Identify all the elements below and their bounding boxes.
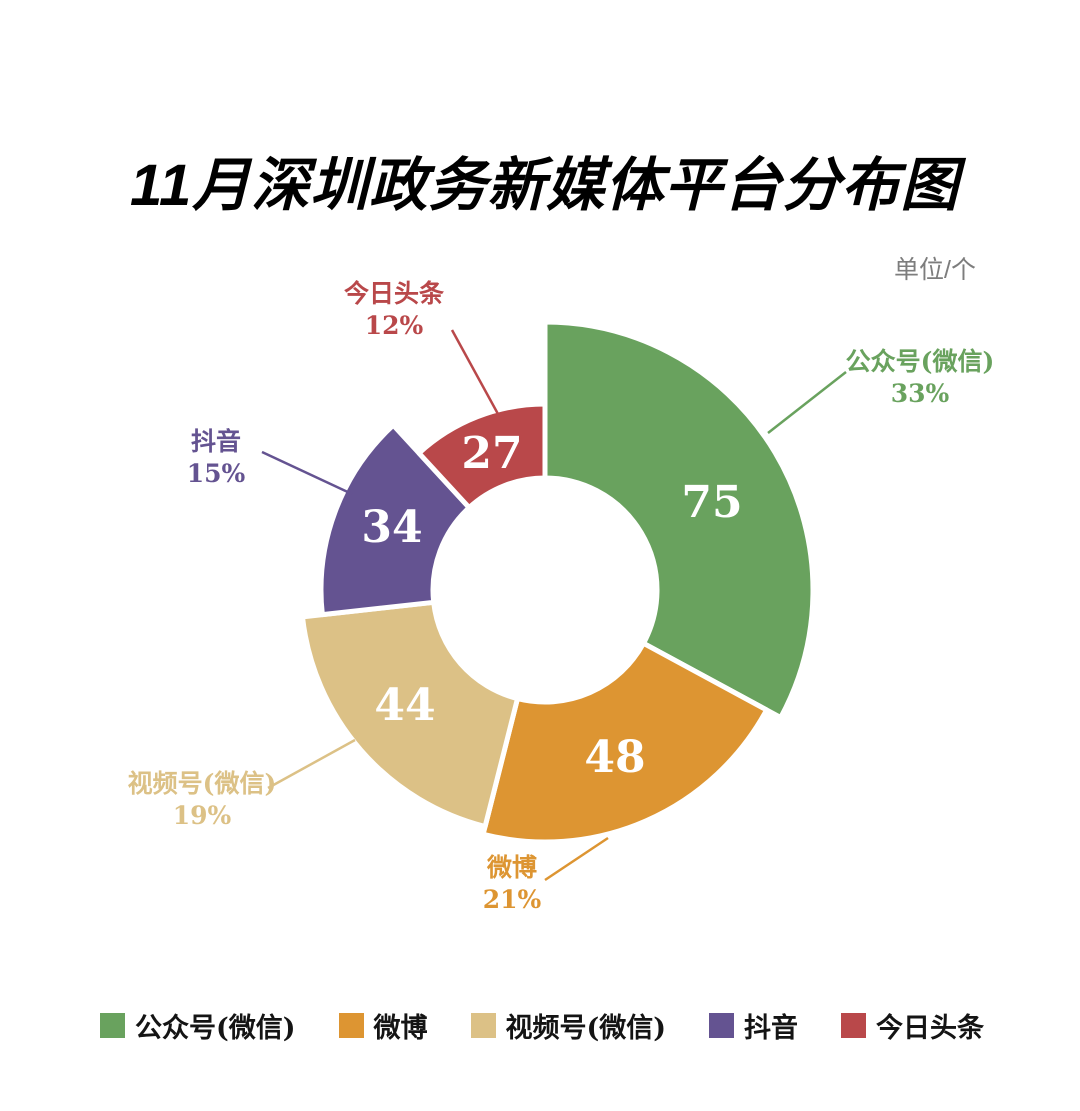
pie-slice-4[interactable] (318, 422, 472, 618)
legend-swatch (470, 1013, 496, 1038)
legend-swatch (100, 1013, 125, 1038)
slice-percent-label: 12% (365, 311, 424, 340)
legend-label: 微博 (373, 1013, 428, 1044)
legend-swatch (841, 1013, 866, 1038)
slice-value-label: 75 (681, 477, 742, 528)
legend-label: 今日头条 (876, 1013, 984, 1044)
legend-label: 视频号(微信) (505, 1013, 667, 1044)
slice-value-label: 44 (374, 680, 435, 731)
pie-slice-5[interactable] (416, 401, 548, 511)
legend-item-1[interactable]: 公众号(微信) (100, 1006, 296, 1045)
callout-line (267, 738, 356, 790)
callout-line (767, 371, 847, 434)
legend-swatch (338, 1013, 364, 1038)
chart-title: 11月深圳政务新媒体平台分布图 (130, 153, 960, 218)
callout-line (261, 450, 353, 496)
legend: 公众号(微信) 微博 视频号(微信) 抖音 今日头条 (100, 1006, 984, 1045)
legend-item-2[interactable]: 微博 (338, 1006, 428, 1045)
unit-label: 单位/个 (894, 256, 976, 284)
legend-item-4[interactable]: 抖音 (709, 1006, 798, 1045)
slice-value-label: 34 (361, 502, 422, 553)
slice-name-label: 抖音 (191, 427, 241, 456)
slice-percent-label: 19% (173, 801, 232, 830)
slice-name-label: 公众号(微信) (846, 347, 995, 376)
callout-line (544, 836, 609, 882)
slice-name-label: 视频号(微信) (128, 769, 277, 798)
slice-value-label: 27 (461, 428, 522, 479)
legend-swatch (709, 1013, 735, 1038)
legend-label: 公众号(微信) (135, 1013, 296, 1044)
slice-percent-label: 21% (483, 885, 542, 914)
slice-name-label: 微博 (486, 853, 537, 882)
slice-percent-label: 33% (891, 379, 950, 408)
slice-name-label: 今日头条 (344, 279, 445, 308)
legend-item-3[interactable]: 视频号(微信) (470, 1006, 667, 1045)
slice-value-label: 48 (584, 732, 645, 783)
callout-line (450, 329, 500, 415)
legend-label: 抖音 (744, 1013, 799, 1044)
pie-slice-1[interactable] (542, 319, 816, 721)
slice-percent-label: 15% (187, 459, 246, 488)
pie-slice-2[interactable] (480, 640, 770, 845)
pie-slice-3[interactable] (299, 599, 521, 830)
legend-item-5[interactable]: 今日头条 (841, 1006, 984, 1045)
